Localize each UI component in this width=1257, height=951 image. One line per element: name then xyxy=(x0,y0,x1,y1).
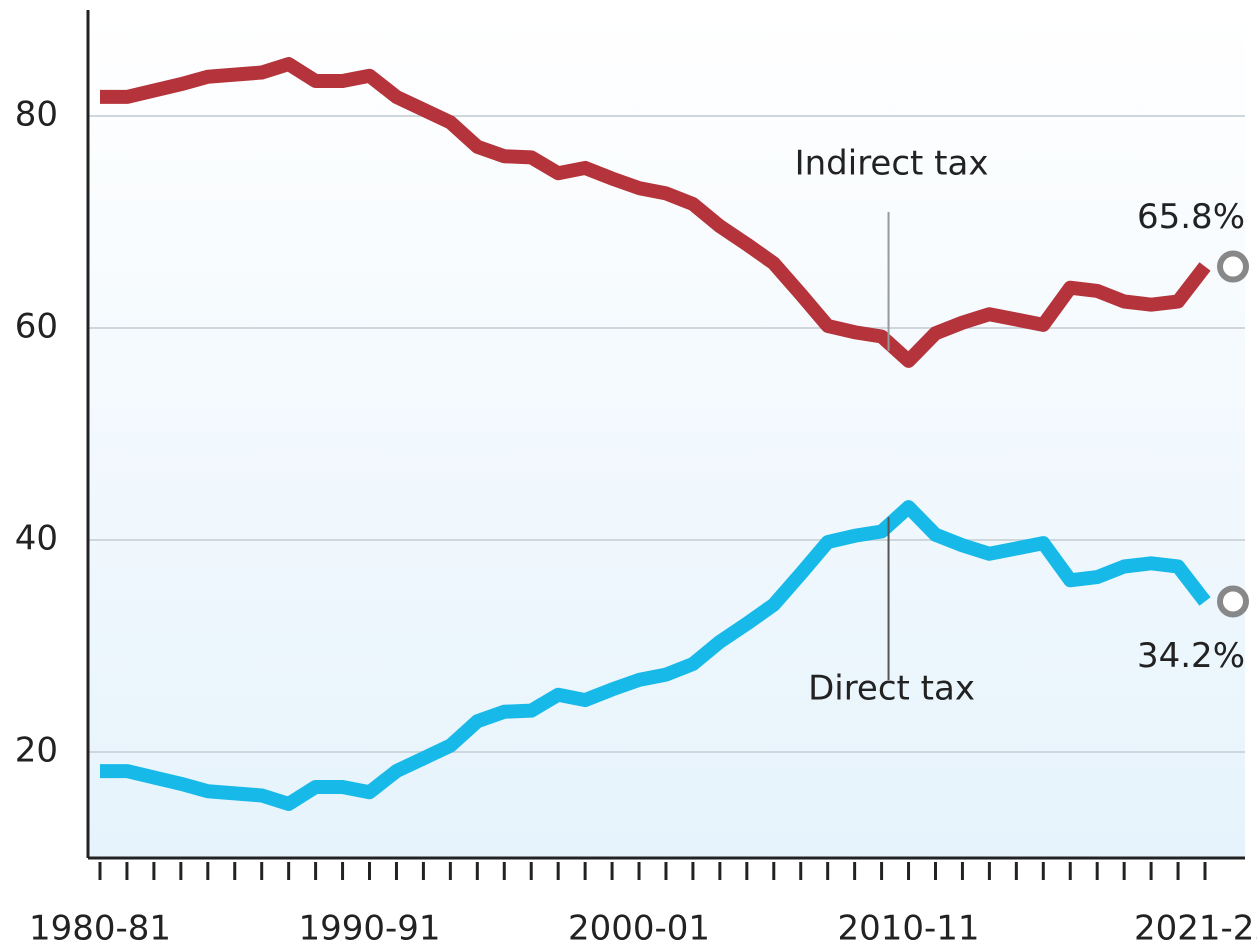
series-annotation: Direct tax xyxy=(808,669,975,709)
series-line xyxy=(100,500,1211,811)
y-tick-label: 20 xyxy=(15,731,58,771)
x-tick-label: 2010-11 xyxy=(838,909,980,949)
y-tick-label: 80 xyxy=(15,95,58,135)
x-tick-label: 1980-81 xyxy=(29,909,171,949)
x-tick-label: 2021-22 xyxy=(1134,909,1257,949)
plot-background xyxy=(88,10,1245,858)
end-marker xyxy=(1217,585,1249,618)
series-line xyxy=(100,57,1211,368)
end-label: 34.2% xyxy=(1137,636,1245,676)
series-annotation: Indirect tax xyxy=(795,144,989,184)
end-label: 65.8% xyxy=(1137,197,1245,237)
x-tick-label: 1990-91 xyxy=(298,909,440,949)
x-tick-label: 2000-01 xyxy=(568,909,710,949)
y-tick-label: 40 xyxy=(15,519,58,559)
end-marker xyxy=(1217,250,1249,283)
y-tick-label: 60 xyxy=(15,307,58,347)
